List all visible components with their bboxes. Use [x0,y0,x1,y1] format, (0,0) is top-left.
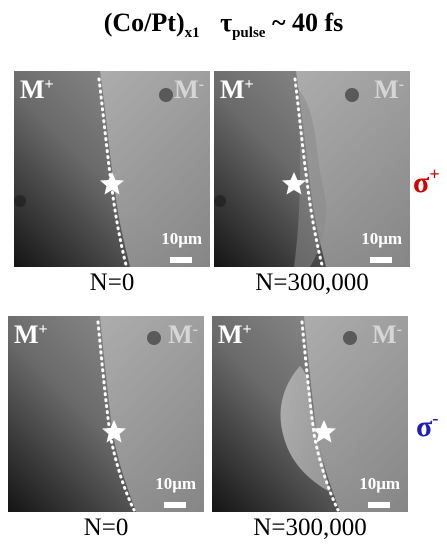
sigma-minus-label: σ- [416,408,439,443]
m-minus-label: M- [174,75,204,104]
micrograph-image [8,316,204,512]
title-material: (Co/Pt) [103,8,185,37]
scale-bar [164,502,186,508]
m-plus-label: M+ [14,320,48,349]
scale-bar-label: 10μm [161,229,202,248]
pulse-count-label: N=300,000 [255,269,369,296]
scale-bar [370,257,392,263]
title-tau-subscript: pulse [232,25,266,41]
m-plus-label: M+ [220,75,254,104]
pulse-count-label: N=300,000 [253,514,367,541]
micrograph-panel-top-left: M+ M- 10μm [14,71,210,267]
m-minus-label: M- [374,75,404,104]
pulse-count-label: N=0 [83,514,129,541]
pulse-count-label: N=0 [89,269,135,296]
star-marker [282,172,306,195]
micrograph-image [212,316,408,512]
title-material-subscript: x1 [184,25,200,41]
star-marker [102,420,126,443]
micrograph-panel-bottom-left: M+ M- 10μm [8,316,204,512]
star-marker [100,172,124,195]
sigma-plus-label: σ+ [413,164,440,199]
scale-bar-label: 10μm [359,474,400,493]
scale-bar [368,502,390,508]
star-marker [312,420,336,443]
m-plus-label: M+ [20,75,54,104]
figure-title: (Co/Pt)x1 τpulse ~ 40 fs [0,8,447,42]
micrograph-image [214,71,410,267]
m-minus-label: M- [168,320,198,349]
micrograph-image [14,71,210,267]
micrograph-panel-bottom-right: M+ M- 10μm [212,316,408,512]
scale-bar [170,257,192,263]
m-minus-label: M- [372,320,402,349]
scale-bar-label: 10μm [361,229,402,248]
micrograph-panel-top-right: M+ M- 10μm [214,71,410,267]
m-plus-label: M+ [218,320,252,349]
scale-bar-label: 10μm [155,474,196,493]
title-pulse-duration: ~ 40 fs [271,8,344,37]
title-tau: τ [220,8,233,37]
